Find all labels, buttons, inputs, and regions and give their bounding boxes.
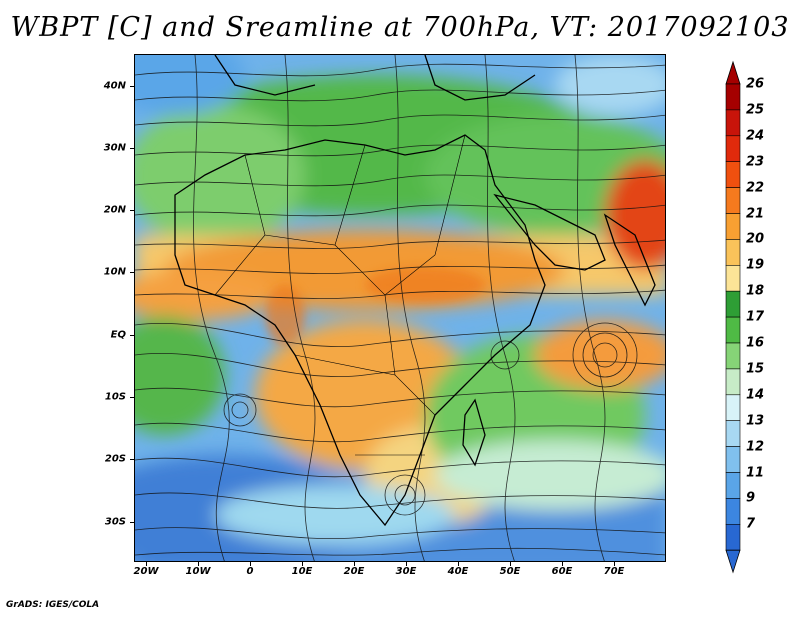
colorbar-label: 22 [746, 180, 765, 196]
colorbar-box [725, 213, 741, 240]
colorbar-box [725, 446, 741, 473]
map-plot-area[interactable] [134, 54, 666, 562]
lat-label-20s: 20S [104, 453, 126, 465]
colorbar-box [725, 239, 741, 266]
lat-tick [130, 210, 134, 211]
colorbar-box [725, 316, 741, 344]
lat-label-eq: EQ [110, 329, 126, 341]
lon-label-50e: 50E [499, 566, 521, 577]
lat-tick [130, 522, 134, 523]
lat-label-10n: 10N [103, 266, 126, 278]
colorbar-box [725, 109, 741, 137]
lon-label-40e: 40E [447, 566, 469, 577]
lat-tick [130, 459, 134, 460]
colorbar-boxes [725, 60, 741, 574]
lon-tick [406, 562, 407, 566]
colorbar-label: 20 [746, 231, 765, 247]
lat-tick [130, 272, 134, 273]
colorbar-box [725, 472, 741, 499]
lon-label-30e: 30E [395, 566, 417, 577]
colorbar-box [725, 368, 741, 396]
lon-label-20e: 20E [343, 566, 365, 577]
colorbar-label: 14 [746, 387, 765, 403]
lat-tick [130, 335, 134, 336]
colorbar-label: 13 [746, 413, 765, 429]
footer-credit: GrADS: IGES/COLA [6, 600, 100, 610]
lat-tick [130, 86, 134, 87]
country-borders [214, 134, 466, 456]
colorbar-box [725, 264, 741, 292]
lon-tick [198, 562, 199, 566]
colorbar-label: 16 [746, 335, 765, 351]
colorbar-label: 11 [746, 465, 765, 480]
colorbar-label: 19 [746, 257, 765, 273]
lat-label-30s: 30S [104, 516, 126, 528]
lat-label-40n: 40N [103, 80, 126, 92]
colorbar-label: 26 [746, 76, 765, 92]
lon-label-10w: 10W [185, 566, 211, 577]
colorbar-label: 7 [746, 516, 756, 532]
colorbar-label: 17 [746, 309, 765, 325]
lon-tick [302, 562, 303, 566]
lon-tick [250, 562, 251, 566]
colorbar-label: 23 [746, 154, 765, 170]
colorbar-box [725, 420, 741, 447]
colorbar-box [725, 342, 741, 370]
lon-tick [614, 562, 615, 566]
colorbar-label: 21 [746, 206, 765, 221]
lat-label-10s: 10S [104, 391, 126, 403]
lon-label-0: 0 [246, 566, 254, 577]
colorbar-label: 24 [746, 128, 765, 144]
lon-tick [562, 562, 563, 566]
lat-label-30n: 30N [103, 142, 126, 154]
lon-label-70e: 70E [603, 566, 625, 577]
lat-label-20n: 20N [103, 204, 126, 216]
colorbar-label: 25 [746, 102, 765, 118]
wbpt-shading [135, 55, 665, 561]
colorbar-box [725, 135, 741, 163]
colorbar-bottom-arrow [725, 549, 741, 574]
colorbar-label: 9 [746, 490, 756, 506]
lon-label-20w: 20W [133, 566, 159, 577]
colorbar-top-arrow [725, 60, 741, 85]
colorbar-box [725, 290, 741, 318]
colorbar-box [725, 498, 741, 525]
colorbar-label: 12 [746, 439, 765, 455]
colorbar-box [725, 523, 741, 551]
colorbar-label: 15 [746, 361, 765, 377]
lat-tick [130, 397, 134, 398]
lon-tick [146, 562, 147, 566]
lon-tick [354, 562, 355, 566]
lat-tick [130, 148, 134, 149]
lon-label-60e: 60E [551, 566, 573, 577]
lon-tick [510, 562, 511, 566]
colorbar-box [725, 161, 741, 188]
lon-tick [458, 562, 459, 566]
colorbar-box [725, 394, 741, 421]
wbpt-field-svg [135, 55, 665, 561]
map-title: WBPT [C] and Sreamline at 700hPa, VT: 20… [10, 12, 790, 43]
lon-label-10e: 10E [291, 566, 313, 577]
colorbar-box [725, 187, 741, 214]
colorbar-box [725, 83, 741, 111]
colorbar-label: 18 [746, 283, 765, 299]
